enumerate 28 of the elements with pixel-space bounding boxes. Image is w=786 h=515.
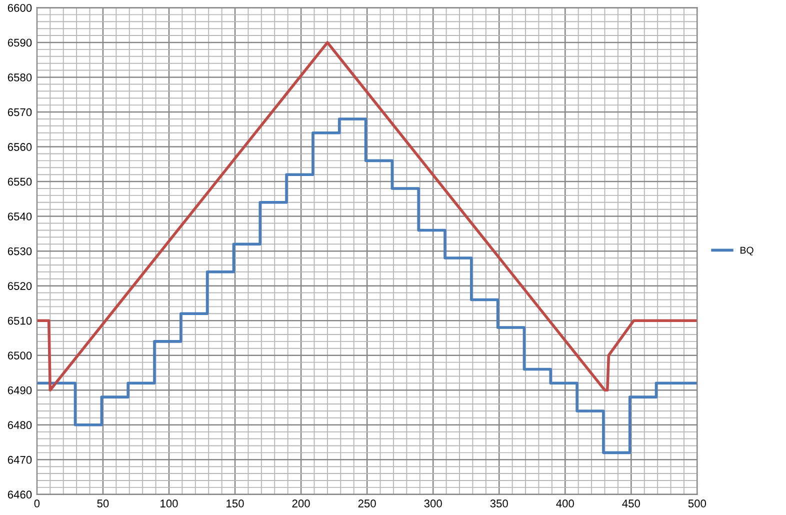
y-tick-label: 6490 bbox=[8, 386, 32, 394]
x-tick-label: 0 bbox=[34, 500, 40, 508]
y-tick-label: 6480 bbox=[8, 421, 32, 430]
y-tick-label: 6520 bbox=[8, 282, 32, 290]
x-tick-label: 500 bbox=[688, 500, 706, 508]
y-tick-label: 6550 bbox=[8, 178, 32, 186]
y-tick-label: 6510 bbox=[8, 316, 32, 325]
y-tick-label: 6590 bbox=[8, 38, 32, 47]
line-series bbox=[36, 41, 698, 392]
y-tick-label: 6570 bbox=[8, 108, 32, 116]
x-tick-label: 450 bbox=[622, 500, 640, 508]
x-tick-label: 150 bbox=[226, 500, 244, 508]
x-tick-label: 400 bbox=[556, 500, 574, 508]
y-tick-label: 6460 bbox=[8, 490, 32, 499]
y-tick-label: 6600 bbox=[8, 4, 32, 12]
x-tick-label: 200 bbox=[292, 500, 310, 508]
x-tick-label: 100 bbox=[160, 500, 178, 508]
y-tick-label: 6500 bbox=[8, 352, 32, 360]
legend-label: BQ bbox=[740, 246, 754, 256]
y-tick-label: 6560 bbox=[8, 143, 32, 151]
y-tick-label: 6580 bbox=[8, 74, 32, 82]
x-tick-label: 350 bbox=[490, 500, 508, 508]
x-tick-label: 50 bbox=[97, 500, 109, 508]
y-tick-label: 6540 bbox=[8, 212, 32, 220]
x-tick-label: 300 bbox=[424, 500, 442, 508]
x-tick-label: 250 bbox=[358, 500, 376, 508]
y-tick-label: 6530 bbox=[8, 247, 32, 256]
y-tick-label: 6470 bbox=[8, 456, 32, 464]
